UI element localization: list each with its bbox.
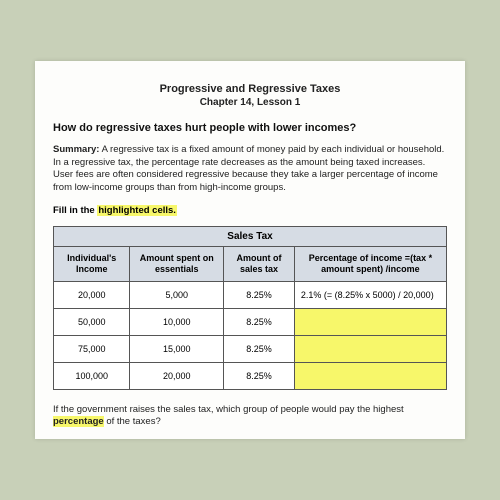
footer-line2: of the taxes?: [104, 416, 161, 427]
cell-tax: 8.25%: [224, 335, 295, 362]
summary-text: A regressive tax is a fixed amount of mo…: [53, 144, 444, 193]
footer-question: If the government raises the sales tax, …: [53, 404, 447, 430]
table-header-row: Individual's Income Amount spent on esse…: [54, 247, 447, 282]
cell-spent: 5,000: [130, 281, 224, 308]
sales-tax-table: Sales Tax Individual's Income Amount spe…: [53, 226, 447, 390]
table-row: 100,000 20,000 8.25%: [54, 362, 447, 389]
table-row: 20,000 5,000 8.25% 2.1% (= (8.25% x 5000…: [54, 281, 447, 308]
footer-highlight: percentage: [53, 416, 104, 427]
col-spent: Amount spent on essentials: [130, 247, 224, 282]
cell-tax: 8.25%: [224, 281, 295, 308]
cell-income: 20,000: [54, 281, 130, 308]
footer-line1: If the government raises the sales tax, …: [53, 404, 404, 415]
page-title: Progressive and Regressive Taxes: [53, 83, 447, 95]
cell-spent: 20,000: [130, 362, 224, 389]
col-income: Individual's Income: [54, 247, 130, 282]
cell-income: 100,000: [54, 362, 130, 389]
table-row: 50,000 10,000 8.25%: [54, 308, 447, 335]
cell-income: 50,000: [54, 308, 130, 335]
summary-paragraph: Summary: A regressive tax is a fixed amo…: [53, 144, 447, 195]
document-page: Progressive and Regressive Taxes Chapter…: [35, 61, 465, 439]
cell-spent: 10,000: [130, 308, 224, 335]
cell-pct-highlight: [294, 308, 446, 335]
col-tax: Amount of sales tax: [224, 247, 295, 282]
cell-tax: 8.25%: [224, 362, 295, 389]
lesson-question: How do regressive taxes hurt people with…: [53, 122, 447, 134]
fill-highlight: highlighted cells.: [97, 205, 177, 216]
fill-instruction: Fill in the highlighted cells.: [53, 205, 447, 216]
cell-pct-highlight: [294, 362, 446, 389]
col-pct: Percentage of income =(tax * amount spen…: [294, 247, 446, 282]
cell-spent: 15,000: [130, 335, 224, 362]
fill-prefix: Fill in the: [53, 205, 97, 216]
table-row: 75,000 15,000 8.25%: [54, 335, 447, 362]
page-subtitle: Chapter 14, Lesson 1: [53, 97, 447, 108]
summary-label: Summary:: [53, 144, 99, 155]
cell-pct-highlight: [294, 335, 446, 362]
cell-tax: 8.25%: [224, 308, 295, 335]
table-title-row: Sales Tax: [54, 227, 447, 247]
table-title: Sales Tax: [54, 227, 447, 247]
cell-pct: 2.1% (= (8.25% x 5000) / 20,000): [294, 281, 446, 308]
cell-income: 75,000: [54, 335, 130, 362]
